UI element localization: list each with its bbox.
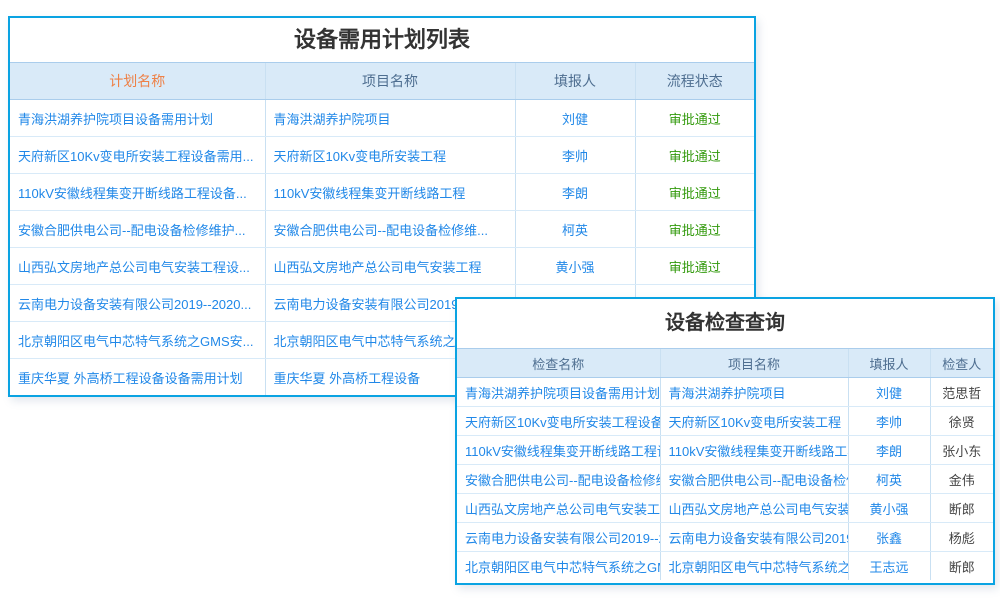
inspector-cell: 张小东 [929,435,993,465]
check-name-column-header: 检查名称 [457,348,660,378]
reporter-cell[interactable]: 刘健 [514,99,635,137]
status-cell: 审批通过 [634,247,754,285]
project-name-cell[interactable]: 云南电力设备安装有限公司2019--2020... [264,284,515,322]
project-name-cell[interactable]: 云南电力设备安装有限公司2019--2020 [659,522,848,552]
project-name-cell[interactable]: 青海洪湖养护院项目 [659,377,848,407]
reporter-cell[interactable]: 张鑫 [847,522,930,552]
status-cell: 审批通过 [634,173,754,211]
inspector-cell: 断郎 [929,493,993,523]
inspector-cell: 范思哲 [929,377,993,407]
table-row: 云南电力设备安装有限公司2019--2020 云南电力设备安装有限公司2019-… [457,522,993,552]
project-name-cell[interactable]: 安徽合肥供电公司--配电设备检修维... [264,210,515,248]
plan-name-cell[interactable]: 云南电力设备安装有限公司2019--2020... [10,284,265,322]
check-name-cell[interactable]: 云南电力设备安装有限公司2019--2020 [457,522,660,552]
table-row: 110kV安徽线程集变开断线路工程设备... 110kV安徽线程集变开断线路工程… [10,173,754,211]
reporter-cell[interactable]: 黄小强 [514,247,635,285]
check-name-cell[interactable]: 天府新区10Kv变电所安装工程设备需用计划 [457,406,660,436]
reporter-cell[interactable]: 李朗 [514,173,635,211]
inspector-cell: 断郎 [929,551,993,580]
check-name-cell[interactable]: 安徽合肥供电公司--配电设备检修维护 [457,464,660,494]
status-cell: 审批通过 [634,210,754,248]
project-name-cell[interactable]: 山西弘文房地产总公司电气安装工程 [264,247,515,285]
plan-name-cell[interactable]: 山西弘文房地产总公司电气安装工程设... [10,247,265,285]
plan-name-cell[interactable]: 天府新区10Kv变电所安装工程设备需用... [10,136,265,174]
plan-name-cell[interactable]: 重庆华夏 外高桥工程设备设备需用计划 [18,370,243,386]
inspector-cell: 金伟 [929,464,993,494]
check-name-cell[interactable]: 110kV安徽线程集变开断线路工程设备需用计划 [457,435,660,465]
reporter-cell[interactable]: 柯英 [514,210,635,248]
status-column-header: 流程状态 [634,62,754,100]
project-name-column-header: 项目名称 [264,62,515,100]
status-cell: 审批通过 [634,136,754,174]
project-name-cell[interactable]: 天府新区10Kv变电所安装工程 [659,406,848,436]
reporter-cell[interactable]: 李帅 [847,406,930,436]
reporter-cell[interactable]: 李朗 [847,435,930,465]
plan-name-cell[interactable]: 110kV安徽线程集变开断线路工程设备... [10,173,265,211]
reporter-cell[interactable]: 李帅 [514,136,635,174]
check-name-cell[interactable]: 青海洪湖养护院项目设备需用计划 [457,377,660,407]
project-name-cell[interactable]: 110kV安徽线程集变开断线路工程 [659,435,848,465]
plan-name-column-header: 计划名称 [10,62,265,100]
table-row: 110kV安徽线程集变开断线路工程设备需用计划 110kV安徽线程集变开断线路工… [457,435,993,465]
table-row: 青海洪湖养护院项目设备需用计划 青海洪湖养护院项目 刘健 范思哲 [457,377,993,407]
project-name-cell[interactable]: 天府新区10Kv变电所安装工程 [264,136,515,174]
inspector-cell: 杨彪 [929,522,993,552]
check-name-cell[interactable]: 北京朝阳区电气中芯特气系统之GMS安装 [465,559,660,575]
status-cell: 审批通过 [634,99,754,137]
plan-panel-title: 设备需用计划列表 [293,27,470,52]
check-name-cell[interactable]: 山西弘文房地产总公司电气安装工程设备需用计划 [457,493,660,523]
project-name-cell[interactable]: 青海洪湖养护院项目 [264,99,515,137]
inspector-column-header: 检查人 [929,348,993,378]
table-row: 天府新区10Kv变电所安装工程设备需用... 天府新区10Kv变电所安装工程 李… [10,136,754,174]
table-row: 山西弘文房地产总公司电气安装工程设备需用计划 山西弘文房地产总公司电气安装工程 … [457,493,993,523]
plan-name-cell[interactable]: 青海洪湖养护院项目设备需用计划 [10,99,265,137]
project-name-cell[interactable]: 110kV安徽线程集变开断线路工程 [264,173,515,211]
check-panel-title: 设备检查查询 [665,312,785,334]
project-name-column-header: 项目名称 [659,348,848,378]
reporter-column-header: 填报人 [847,348,930,378]
reporter-cell[interactable]: 刘健 [847,377,930,407]
reporter-column-header: 填报人 [514,62,635,100]
reporter-cell[interactable]: 柯英 [847,464,930,494]
project-name-cell[interactable]: 山西弘文房地产总公司电气安装工程 [659,493,848,523]
plan-name-cell[interactable]: 北京朝阳区电气中芯特气系统之GMS安... [10,321,265,359]
plan-name-cell[interactable]: 安徽合肥供电公司--配电设备检修维护... [10,210,265,248]
inspector-cell: 徐贤 [929,406,993,436]
check-table-header-row: 检查名称 项目名称 填报人 检查人 [457,348,993,378]
table-row: 安徽合肥供电公司--配电设备检修维护... 安徽合肥供电公司--配电设备检修维.… [10,210,754,248]
reporter-cell[interactable]: 王志远 [847,551,930,580]
check-query-panel: 设备检查查询 检查名称 项目名称 填报人 检查人 青海洪湖养护院项目设备需用计划… [455,297,995,585]
table-row: 北京朝阳区电气中芯特气系统之GMS安装 北京朝阳区电气中芯特气系统之GMS 王志… [457,551,993,580]
table-row: 青海洪湖养护院项目设备需用计划 青海洪湖养护院项目 刘健 审批通过 [10,99,754,137]
check-table: 检查名称 项目名称 填报人 检查人 青海洪湖养护院项目设备需用计划 青海洪湖养护… [457,348,993,580]
project-name-cell[interactable]: 北京朝阳区电气中芯特气系统之GMS [659,551,848,580]
table-row: 天府新区10Kv变电所安装工程设备需用计划 天府新区10Kv变电所安装工程 李帅… [457,406,993,436]
project-name-cell[interactable]: 安徽合肥供电公司--配电设备检修维护 [659,464,848,494]
plan-table-header-row: 计划名称 项目名称 填报人 流程状态 [10,62,754,100]
table-row: 山西弘文房地产总公司电气安装工程设... 山西弘文房地产总公司电气安装工程 黄小… [10,247,754,285]
reporter-cell[interactable]: 黄小强 [847,493,930,523]
table-row: 安徽合肥供电公司--配电设备检修维护 安徽合肥供电公司--配电设备检修维护 柯英… [457,464,993,494]
